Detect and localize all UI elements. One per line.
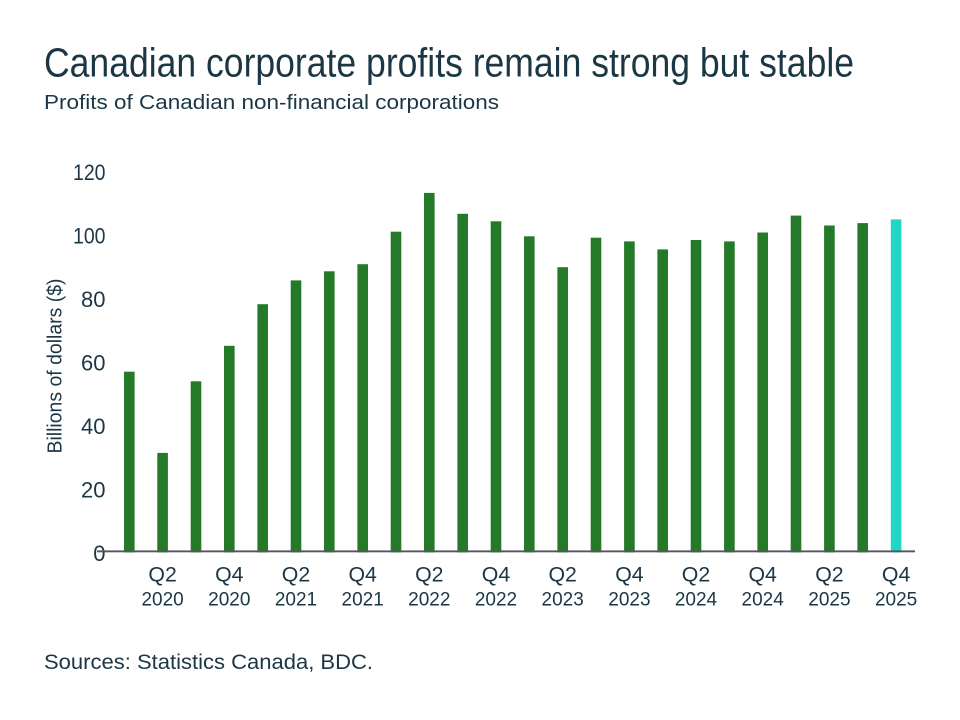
svg-text:80: 80 <box>81 287 105 312</box>
svg-text:Q4: Q4 <box>348 563 377 587</box>
svg-text:Q2: Q2 <box>548 563 576 587</box>
svg-text:Q2: Q2 <box>282 563 310 587</box>
svg-text:Profits of Canadian non-financ: Profits of Canadian non-financial corpor… <box>44 91 499 114</box>
svg-text:2025: 2025 <box>875 589 917 610</box>
svg-text:2021: 2021 <box>275 589 317 610</box>
svg-text:2023: 2023 <box>608 589 650 610</box>
svg-text:Q2: Q2 <box>415 563 443 587</box>
svg-text:2020: 2020 <box>208 589 250 610</box>
svg-text:Q4: Q4 <box>215 563 244 587</box>
svg-text:2021: 2021 <box>342 589 384 610</box>
svg-text:2020: 2020 <box>141 589 183 610</box>
svg-text:0: 0 <box>93 541 105 566</box>
svg-text:Canadian corporate profits rem: Canadian corporate profits remain strong… <box>44 40 854 86</box>
svg-text:2024: 2024 <box>675 589 718 610</box>
svg-text:Q4: Q4 <box>482 563 511 587</box>
svg-text:2025: 2025 <box>808 589 850 610</box>
svg-text:Q2: Q2 <box>815 563 843 587</box>
svg-text:2022: 2022 <box>475 589 517 610</box>
svg-text:Q4: Q4 <box>748 563 777 587</box>
svg-text:Q2: Q2 <box>148 563 176 587</box>
svg-text:60: 60 <box>81 351 105 376</box>
svg-text:Q4: Q4 <box>615 563 644 587</box>
svg-text:120: 120 <box>73 160 106 185</box>
svg-text:Billions of dollars ($): Billions of dollars ($) <box>45 279 67 454</box>
svg-text:2023: 2023 <box>542 589 584 610</box>
svg-text:Q2: Q2 <box>682 563 710 587</box>
svg-text:Q4: Q4 <box>882 563 911 587</box>
svg-text:20: 20 <box>81 477 105 502</box>
svg-text:100: 100 <box>73 224 106 249</box>
svg-text:2022: 2022 <box>408 589 450 610</box>
svg-text:2024: 2024 <box>742 589 785 610</box>
svg-text:Sources: Statistics Canada, BD: Sources: Statistics Canada, BDC. <box>44 651 373 674</box>
svg-text:40: 40 <box>81 414 105 439</box>
